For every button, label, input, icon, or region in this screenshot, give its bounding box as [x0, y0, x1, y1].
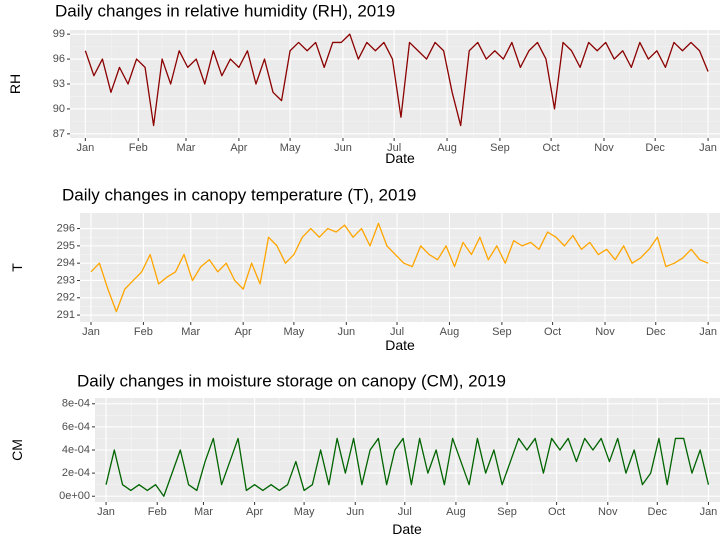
x-tick-label: Dec — [646, 326, 666, 338]
data-line — [84, 33, 709, 127]
x-tick-label: Jan — [82, 326, 100, 338]
x-tick-label: May — [284, 326, 305, 338]
x-tick-label: Nov — [594, 142, 614, 154]
data-line — [90, 222, 709, 313]
x-tick-label: Feb — [148, 506, 167, 518]
x-tick-label: Feb — [134, 326, 153, 338]
x-axis-label: Date — [385, 150, 415, 166]
y-tick-label: 293 — [57, 274, 75, 286]
y-tick-label: 0e+00 — [59, 490, 90, 502]
x-tick-label: May — [280, 142, 301, 154]
chart-title: Daily changes in relative humidity (RH),… — [55, 1, 395, 20]
x-tick-label: Jan — [699, 142, 717, 154]
x-tick-label: Sep — [492, 326, 512, 338]
y-tick-label: 6e-04 — [62, 421, 90, 433]
y-tick-label: 296 — [57, 222, 75, 234]
y-tick-label: 4e-04 — [62, 444, 90, 456]
x-tick-label: Nov — [598, 506, 618, 518]
x-tick-label: Apr — [230, 142, 247, 154]
x-tick-label: Dec — [648, 506, 668, 518]
x-tick-label: Mar — [194, 506, 213, 518]
x-tick-label: Jun — [334, 142, 352, 154]
y-tick-label: 93 — [53, 78, 65, 90]
x-tick-label: Aug — [440, 326, 460, 338]
x-tick-label: Nov — [595, 326, 615, 338]
x-tick-label: Feb — [129, 142, 148, 154]
y-tick-label: 294 — [57, 257, 75, 269]
x-tick-label: Oct — [548, 506, 565, 518]
x-tick-label: Jan — [699, 326, 717, 338]
x-tick-label: Jun — [346, 506, 364, 518]
x-tick-label: Sep — [490, 142, 510, 154]
y-tick-label: 291 — [57, 309, 75, 321]
x-tick-label: Jul — [390, 326, 404, 338]
x-tick-label: Aug — [437, 142, 457, 154]
x-tick-label: Apr — [235, 326, 252, 338]
chart-title: Daily changes in canopy temperature (T),… — [62, 185, 416, 204]
x-tick-label: Dec — [645, 142, 665, 154]
y-tick-label: 99 — [53, 28, 65, 40]
x-tick-label: Jul — [387, 142, 401, 154]
y-tick-label: 295 — [57, 240, 75, 252]
x-tick-label: Jul — [398, 506, 412, 518]
chart-title: Daily changes in moisture storage on can… — [77, 371, 506, 390]
x-tick-label: Mar — [181, 326, 200, 338]
x-tick-label: Jan — [97, 506, 115, 518]
x-tick-label: Sep — [497, 506, 517, 518]
x-tick-label: May — [294, 506, 315, 518]
x-tick-label: Apr — [246, 506, 263, 518]
y-tick-label: 87 — [53, 128, 65, 140]
y-tick-label: 8e-04 — [62, 398, 90, 410]
y-tick-label: 90 — [53, 103, 65, 115]
x-tick-label: Jan — [700, 506, 718, 518]
y-axis-label: RH — [7, 74, 23, 94]
x-tick-label: Aug — [446, 506, 466, 518]
x-axis-label: Date — [392, 521, 422, 537]
x-tick-label: Mar — [177, 142, 196, 154]
x-axis-label: Date — [385, 337, 415, 353]
y-axis-label: CM — [9, 439, 25, 461]
x-tick-label: Jan — [76, 142, 94, 154]
x-tick-label: Jun — [337, 326, 355, 338]
y-tick-label: 96 — [53, 53, 65, 65]
y-tick-label: 292 — [57, 292, 75, 304]
x-tick-label: Oct — [543, 142, 560, 154]
x-tick-label: Oct — [544, 326, 561, 338]
data-line — [105, 437, 710, 497]
y-axis-label: T — [9, 263, 25, 272]
y-tick-label: 2e-04 — [62, 467, 90, 479]
panel — [80, 213, 720, 322]
